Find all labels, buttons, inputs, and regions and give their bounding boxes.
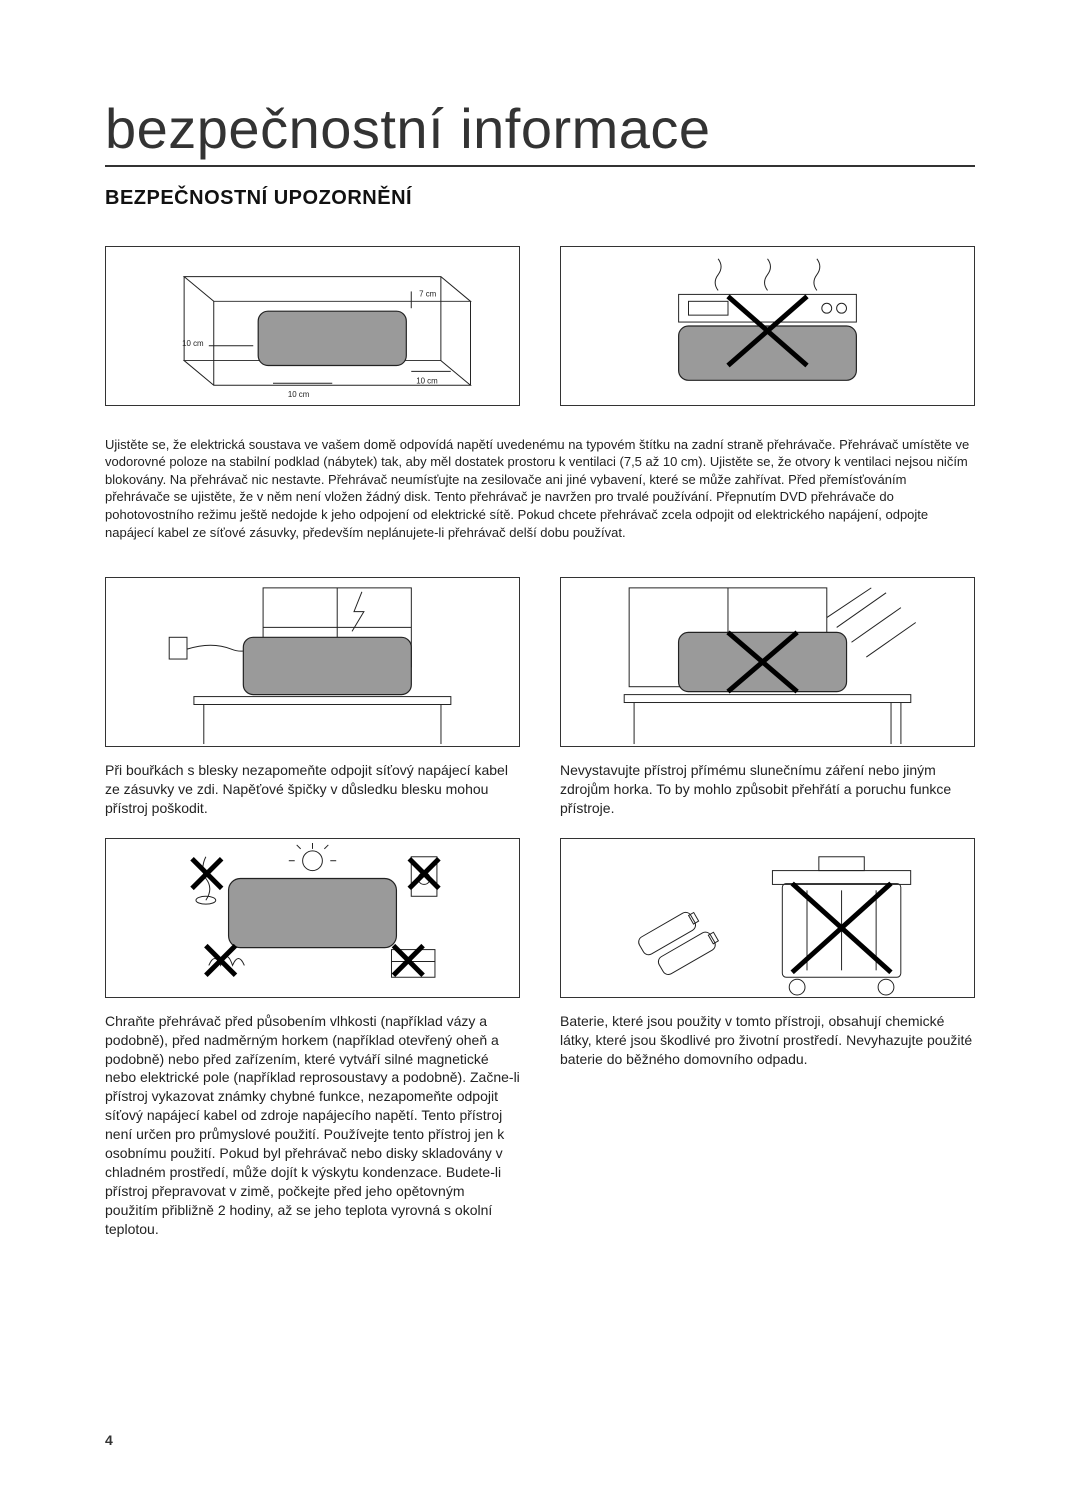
sun-figure xyxy=(560,577,975,747)
page-subtitle: BEZPEČNOSTNÍ UPOZORNĚNÍ xyxy=(105,187,975,210)
battery-figure xyxy=(560,838,975,998)
dim-side-label: 10 cm xyxy=(182,339,204,348)
battery-caption: Baterie, které jsou použity v tomto přís… xyxy=(560,1012,975,1069)
cross-icon xyxy=(192,859,222,889)
diagram-stacking xyxy=(560,246,975,406)
row-moisture-battery: Chraňte přehrávač před působením vlhkost… xyxy=(105,838,975,1239)
warning-storm: Při bouřkách s blesky nezapomeňte odpoji… xyxy=(105,577,520,818)
page-number: 4 xyxy=(105,1432,113,1448)
moisture-figure xyxy=(105,838,520,998)
clearance-figure: 7 cm 10 cm 10 cm 10 cm xyxy=(105,246,520,406)
storm-caption: Při bouřkách s blesky nezapomeňte odpoji… xyxy=(105,761,520,818)
moisture-caption: Chraňte přehrávač před působením vlhkost… xyxy=(105,1012,520,1239)
intro-paragraph: Ujistěte se, že elektrická soustava ve v… xyxy=(105,436,975,541)
warning-sun: Nevystavujte přístroj přímému slunečnímu… xyxy=(560,577,975,818)
page-title: bezpečnostní informace xyxy=(105,100,975,167)
warning-moisture: Chraňte přehrávač před působením vlhkost… xyxy=(105,838,520,1239)
sun-caption: Nevystavujte přístroj přímému slunečnímu… xyxy=(560,761,975,818)
row-storm-sun: Při bouřkách s blesky nezapomeňte odpoji… xyxy=(105,577,975,818)
stacking-figure xyxy=(560,246,975,406)
storm-figure xyxy=(105,577,520,747)
dim-front-label: 10 cm xyxy=(288,390,310,399)
diagram-clearance: 7 cm 10 cm 10 cm 10 cm xyxy=(105,246,520,406)
dim-back-label: 10 cm xyxy=(416,376,438,385)
dim-top-label: 7 cm xyxy=(419,289,437,298)
top-diagram-row: 7 cm 10 cm 10 cm 10 cm xyxy=(105,246,975,406)
warning-battery: Baterie, které jsou použity v tomto přís… xyxy=(560,838,975,1239)
